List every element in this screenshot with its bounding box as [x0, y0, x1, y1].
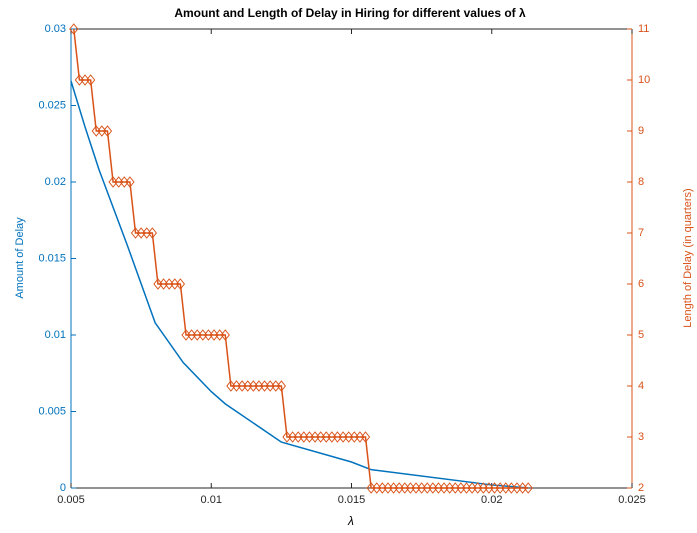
data-line — [73, 28, 529, 489]
x-tick-label: 0.025 — [618, 494, 646, 506]
y2-tick-label: 11 — [638, 23, 649, 35]
x-axis-label: λ — [347, 514, 354, 528]
y-tick-label: 0.01 — [45, 329, 66, 341]
y-tick-label: 0.005 — [38, 405, 66, 417]
y2-axis-label: Length of Delay (in quarters) — [682, 188, 694, 327]
x-tick-label: 0.02 — [481, 494, 502, 506]
data-line — [70, 80, 529, 489]
data-marker — [276, 380, 287, 392]
x-tick-label: 0.01 — [201, 494, 222, 506]
data-marker — [360, 431, 371, 443]
x-tick-label: 0.005 — [57, 494, 85, 506]
y2-tick-label: 5 — [638, 329, 644, 341]
y-tick-label: 0.03 — [45, 23, 66, 35]
y-tick-label: 0.025 — [38, 99, 66, 111]
y-tick-label: 0.015 — [38, 252, 66, 264]
data-marker — [125, 176, 135, 188]
y2-tick-label: 2 — [638, 482, 644, 494]
y-axis-label: Amount of Delay — [14, 217, 26, 299]
y2-tick-label: 4 — [638, 380, 644, 392]
y-tick-label: 0 — [60, 482, 66, 494]
data-marker — [85, 74, 96, 86]
x-tick-label: 0.015 — [338, 494, 366, 506]
y2-tick-label: 9 — [638, 125, 644, 137]
data-marker — [175, 278, 186, 290]
data-marker — [102, 125, 113, 137]
data-marker — [523, 482, 533, 494]
chart-title: Amount and Length of Delay in Hiring for… — [174, 6, 526, 20]
data-marker — [69, 23, 79, 35]
y2-tick-label: 10 — [638, 74, 650, 86]
y2-tick-label: 8 — [638, 176, 644, 188]
data-marker — [147, 227, 157, 239]
y2-tick-label: 7 — [638, 227, 644, 239]
data-marker — [220, 329, 230, 341]
y2-tick-label: 3 — [638, 431, 644, 443]
y-tick-label: 0.02 — [45, 176, 66, 188]
y2-tick-label: 6 — [638, 278, 644, 290]
